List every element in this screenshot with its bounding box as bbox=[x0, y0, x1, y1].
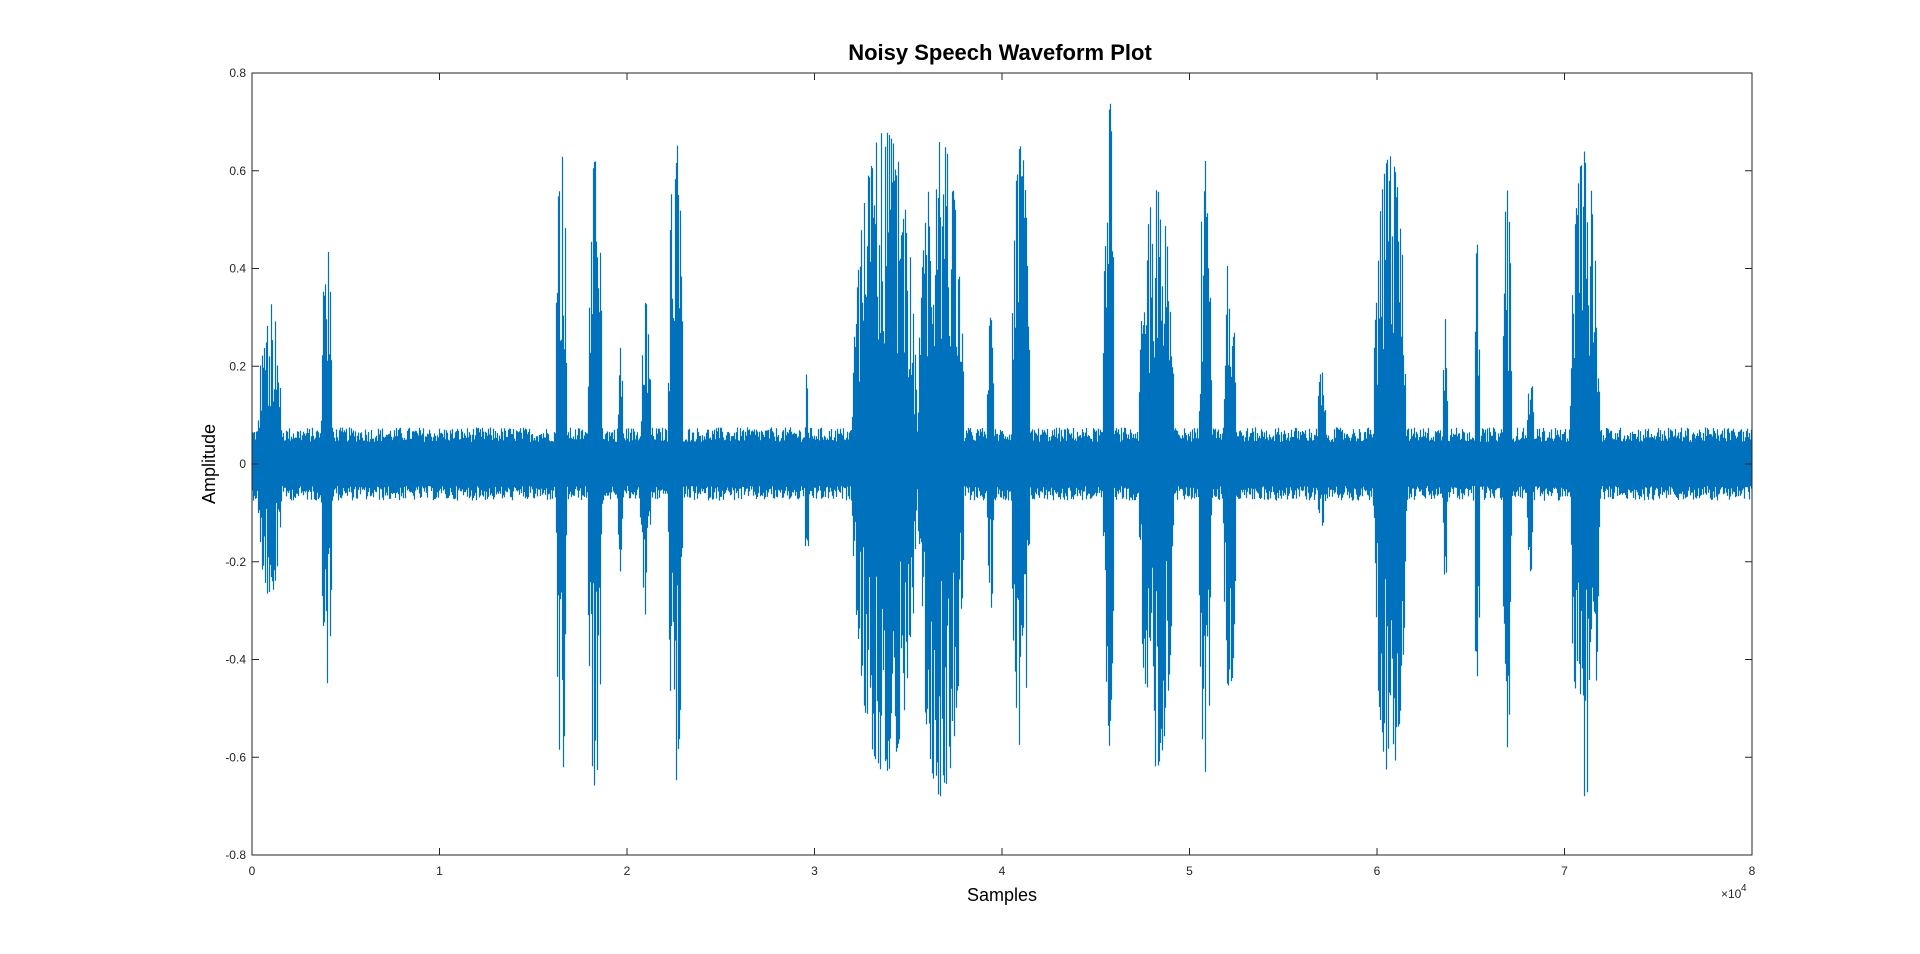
y-tick-label: 0.8 bbox=[229, 66, 246, 80]
x-exponent-base: ×10 bbox=[1721, 887, 1742, 901]
y-axis-ticks: 0.8 0.6 0.4 0.2 0 -0.2 -0.4 -0.6 -0.8 bbox=[225, 66, 1752, 862]
x-axis-ticks: 0 1 2 3 4 5 6 7 8 bbox=[249, 73, 1756, 878]
y-axis-label: Amplitude bbox=[199, 424, 219, 504]
y-tick-label: 0.2 bbox=[229, 359, 246, 373]
x-tick-label: 0 bbox=[249, 864, 256, 878]
y-tick-label: -0.8 bbox=[225, 848, 246, 862]
waveform-noise-core bbox=[252, 447, 1752, 481]
y-tick-label: 0.6 bbox=[229, 164, 246, 178]
y-tick-label: -0.2 bbox=[225, 555, 246, 569]
y-tick-label: -0.4 bbox=[225, 653, 246, 667]
x-axis-exponent: ×10 4 bbox=[1721, 883, 1747, 901]
waveform-series bbox=[251, 103, 1753, 797]
y-tick-label: 0 bbox=[239, 457, 246, 471]
x-tick-label: 5 bbox=[1186, 864, 1193, 878]
y-tick-label: 0.4 bbox=[229, 262, 246, 276]
x-tick-label: 7 bbox=[1561, 864, 1568, 878]
x-exponent-power: 4 bbox=[1741, 883, 1747, 894]
y-tick-label: -0.6 bbox=[225, 750, 246, 764]
x-tick-label: 6 bbox=[1374, 864, 1381, 878]
x-tick-label: 3 bbox=[811, 864, 818, 878]
x-tick-label: 1 bbox=[436, 864, 443, 878]
x-tick-label: 2 bbox=[624, 864, 631, 878]
x-tick-label: 4 bbox=[999, 864, 1006, 878]
x-tick-label: 8 bbox=[1749, 864, 1756, 878]
chart-title: Noisy Speech Waveform Plot bbox=[848, 40, 1152, 65]
x-axis-label: Samples bbox=[967, 885, 1037, 905]
